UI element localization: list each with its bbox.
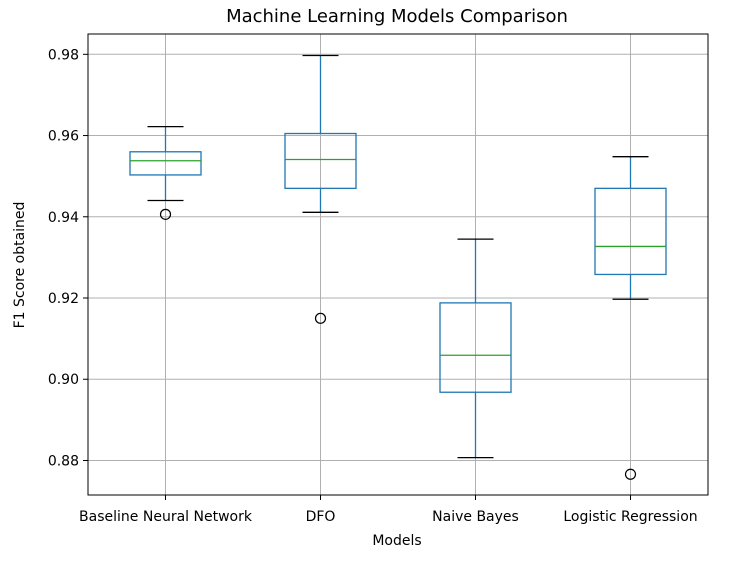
box-iqr [284,132,357,189]
y-tick-label: 0.98 [48,47,79,63]
plot-frame [87,33,709,496]
x-tick-label: Baseline Neural Network [79,509,253,525]
y-tick-label: 0.96 [48,129,79,145]
x-axis-label: Models [372,533,421,549]
outlier-point [314,312,327,324]
box-group [129,125,202,220]
box-group [439,238,512,459]
y-tick-label: 0.94 [48,210,79,226]
outlier-point [159,208,172,220]
outlier-point [624,468,637,480]
x-tick-label: DFO [306,509,336,525]
box-group [594,156,667,480]
chart-title: Machine Learning Models Comparison [226,6,568,27]
tick-layer: 0.88 0.90 0.92 0.94 0.96 0.98 Baseline Neural … [48,47,698,525]
x-tick-label: Logistic Regression [563,509,697,525]
x-tick-label: Naive Bayes [432,509,519,525]
box-layer [129,54,667,480]
y-tick-label: 0.92 [48,291,79,307]
y-axis-label: F1 Score obtained [12,202,28,329]
grid-layer [88,34,708,495]
box-iqr [594,187,667,276]
box-iqr [129,151,202,176]
box-iqr [439,302,512,393]
y-tick-label: 0.90 [48,372,79,388]
box-group [284,54,357,324]
y-tick-label: 0.88 [48,453,79,469]
